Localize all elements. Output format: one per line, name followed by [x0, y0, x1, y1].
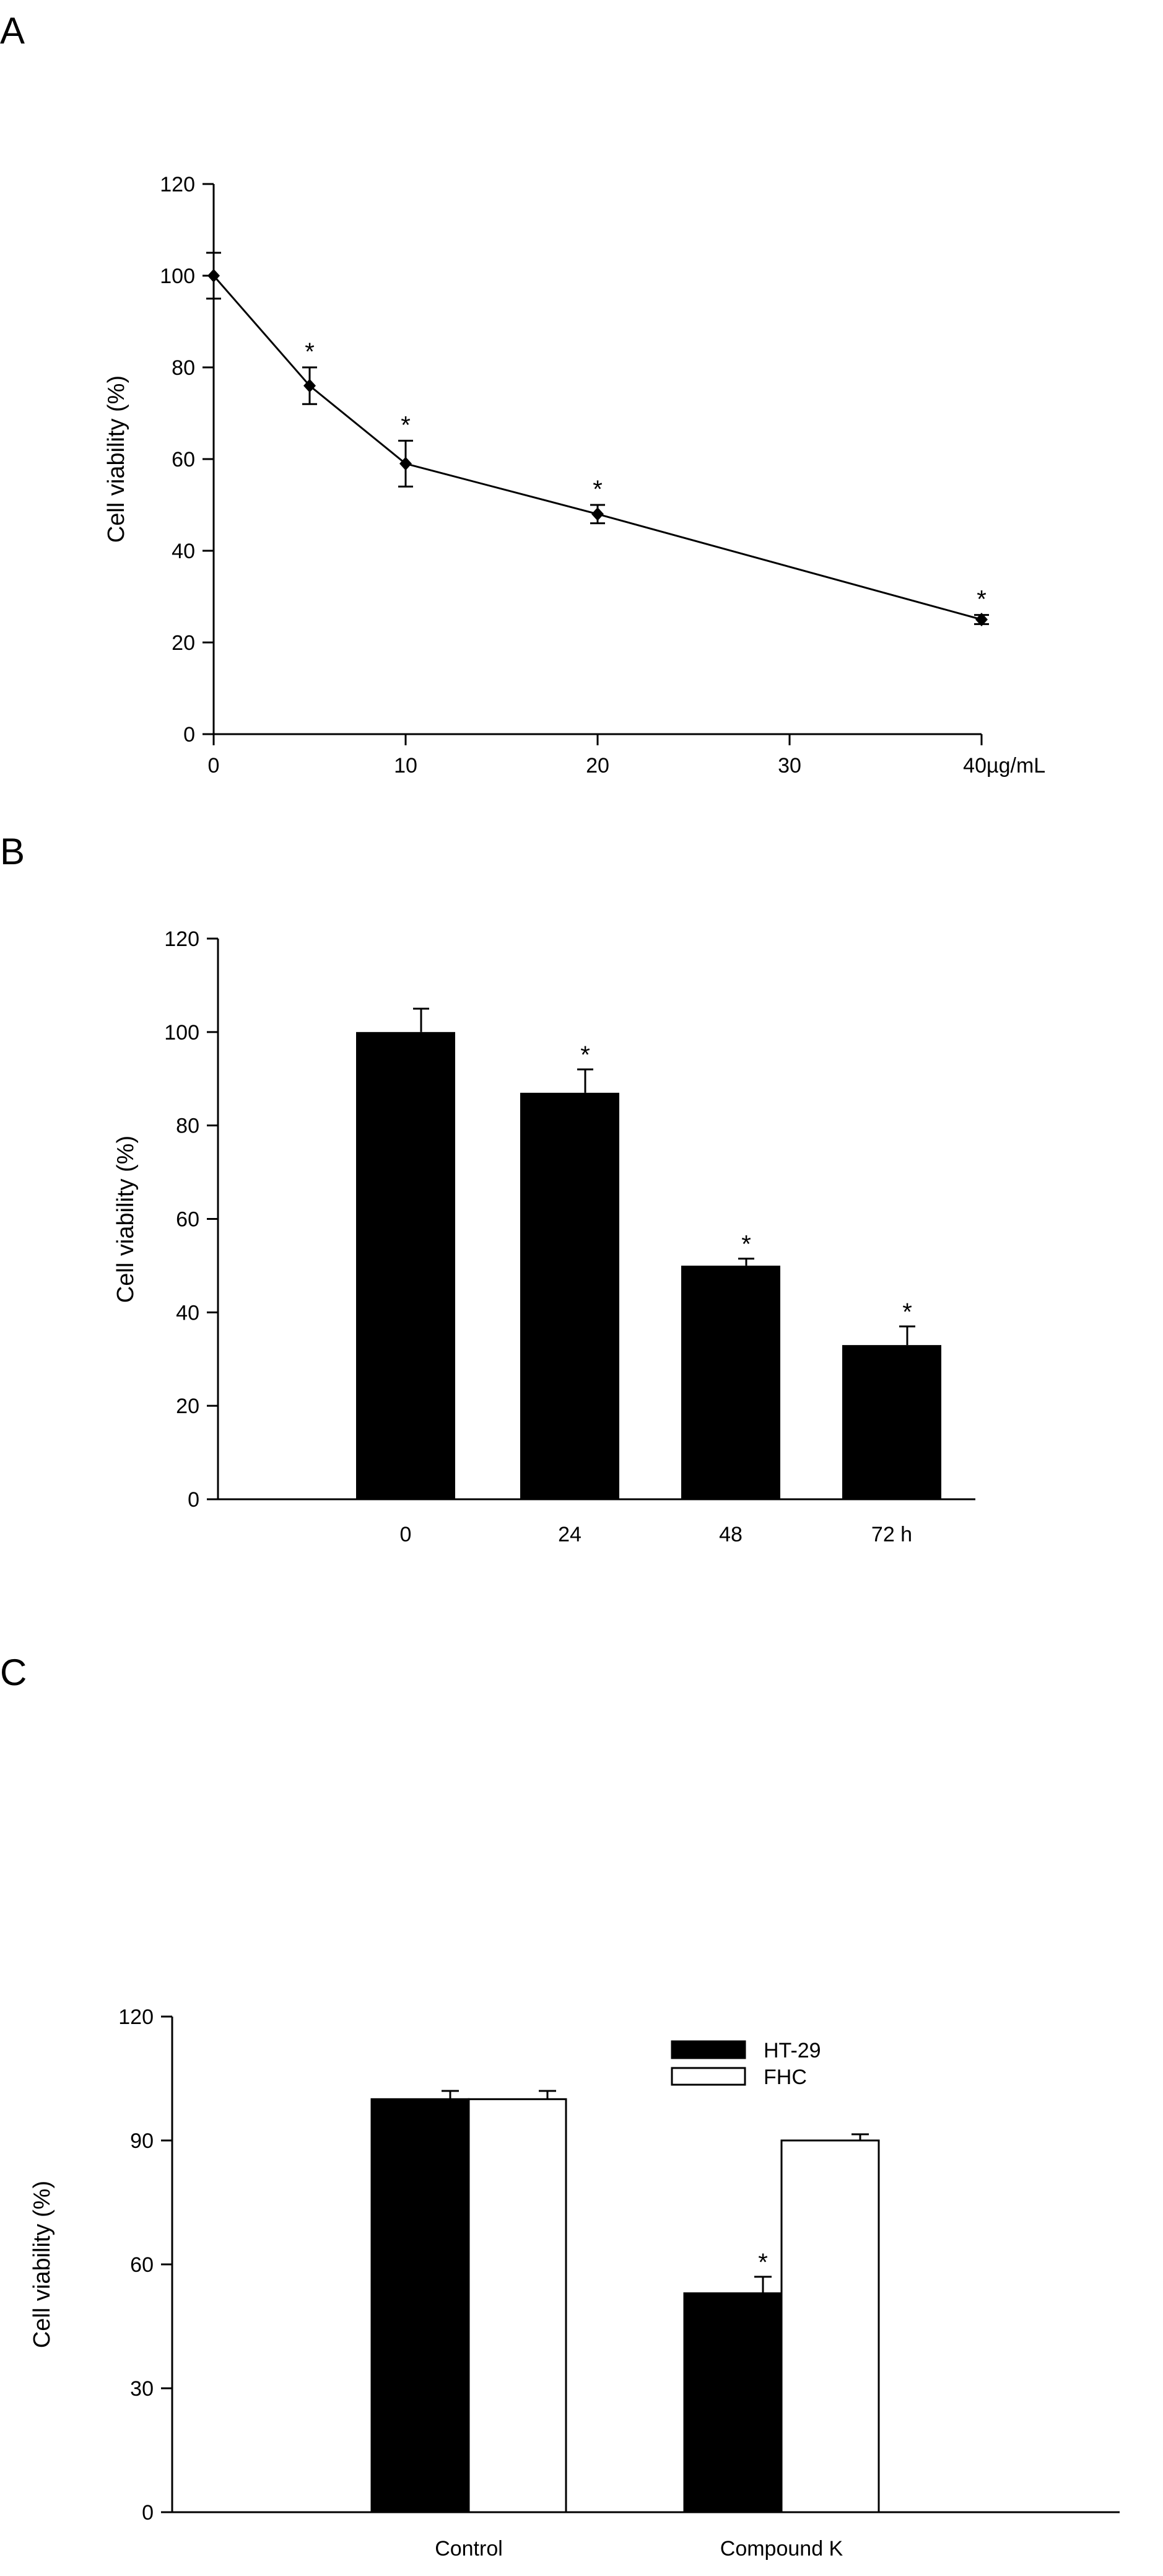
panel-b-y-tick-label: 20	[176, 1395, 199, 1418]
panel-a-letter: A	[0, 10, 25, 51]
panel-a-data-point	[975, 613, 988, 626]
panel-b-significance-mark: *	[741, 1231, 751, 1258]
panel-b-significance-mark: *	[902, 1299, 912, 1326]
panel-c-legend-swatch	[671, 2067, 746, 2086]
panel-c-legend-label: HT-29	[764, 2039, 821, 2062]
panel-c-y-tick-label: 90	[130, 2129, 154, 2153]
panel-a-data-point	[207, 269, 220, 283]
panel-c-bar-ht-29	[370, 2098, 470, 2513]
panel-a-x-tick-label: 40	[963, 754, 987, 778]
panel-c-x-tick-label: Control	[435, 2537, 503, 2561]
panel-a-y-tick-label: 60	[172, 448, 195, 471]
panel-a-x-tick-label: 10	[394, 754, 417, 778]
panel-a-x-tick-label: 0	[208, 754, 220, 778]
panel-a-data-point	[399, 457, 412, 471]
panel-c-letter: C	[0, 1652, 27, 1693]
panel-a-x-tick-label: 30	[778, 754, 801, 778]
panel-b-y-tick-label: 100	[164, 1021, 199, 1045]
panel-a-significance-mark: *	[977, 586, 987, 613]
panel-a-significance-mark: *	[593, 476, 603, 503]
panel-b-x-tick-label: 48	[719, 1523, 743, 1546]
panel-c-y-tick-label: 120	[118, 2005, 154, 2029]
panel-c-y-axis-title: Cell viability (%)	[29, 2181, 55, 2348]
panel-c-y-tick-label: 30	[130, 2377, 154, 2401]
panel-a-significance-mark: *	[401, 411, 411, 439]
panel-c-legend-swatch	[671, 2040, 746, 2059]
panel-c-x-tick-label: Compound K	[720, 2537, 843, 2561]
panel-c-bar-ht-29	[683, 2292, 783, 2513]
panel-c-y-tick-label: 60	[130, 2253, 154, 2277]
panel-c-bar-fhc	[780, 2139, 880, 2513]
panel-b-x-tick-label: 0	[400, 1523, 412, 1546]
panel-a-y-axis-title: Cell viability (%)	[103, 375, 129, 543]
panel-a-data-point	[303, 379, 316, 393]
panel-b-y-tick-label: 0	[188, 1488, 199, 1512]
panel-b-bar	[681, 1265, 780, 1499]
panel-a-y-tick-label: 100	[160, 265, 195, 288]
panel-b-y-tick-label: 120	[164, 927, 199, 951]
panel-b-bar	[356, 1032, 455, 1499]
panel-b-y-tick-label: 60	[176, 1208, 199, 1232]
panel-a-x-tick-label: 20	[586, 754, 609, 778]
panel-b-bar	[520, 1092, 619, 1499]
panel-c-legend-label: FHC	[764, 2066, 807, 2089]
panel-a-x-unit: µg/mL	[987, 754, 1045, 778]
panel-b-significance-mark: *	[580, 1041, 590, 1069]
panel-a-y-tick-label: 40	[172, 540, 195, 563]
panel-c-y-tick-label: 0	[142, 2501, 154, 2525]
panel-a-significance-mark: *	[305, 338, 315, 366]
panel-c-significance-mark: *	[758, 2249, 768, 2276]
panel-c-bar-fhc	[468, 2098, 567, 2513]
panel-a-y-tick-label: 0	[183, 723, 195, 747]
panel-a-y-tick-label: 20	[172, 631, 195, 655]
panel-b-bar	[842, 1345, 941, 1499]
panel-b-x-tick-label: 24	[558, 1523, 582, 1546]
panel-a-y-tick-label: 120	[160, 173, 195, 196]
panel-b-y-tick-label: 80	[176, 1115, 199, 1138]
panel-b-y-tick-label: 40	[176, 1301, 199, 1325]
panel-a-y-tick-label: 80	[172, 356, 195, 380]
panel-b-letter: B	[0, 831, 25, 872]
panel-b-x-tick-label: 72 h	[871, 1523, 912, 1546]
panel-a-series-line	[212, 275, 982, 621]
panel-a-data-point	[591, 507, 604, 521]
panel-b-y-axis-title: Cell viability (%)	[113, 1136, 139, 1303]
